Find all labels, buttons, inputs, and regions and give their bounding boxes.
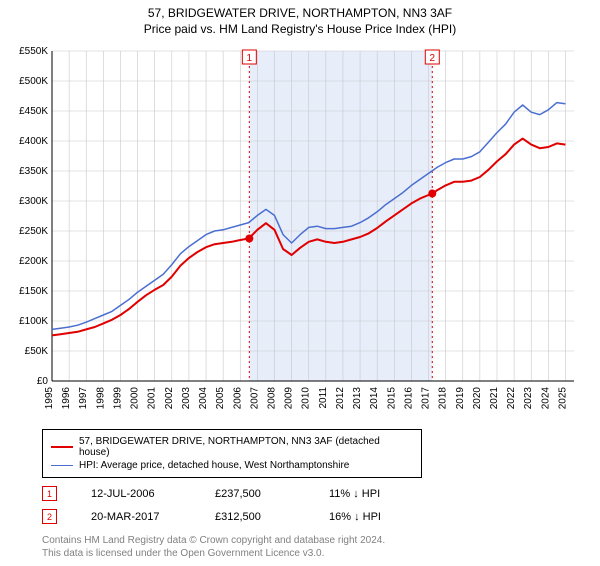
- ref-marker-label: 2: [430, 53, 436, 64]
- x-tick-label: 2019: [455, 387, 466, 410]
- x-tick-label: 2025: [557, 387, 568, 410]
- x-tick-label: 2001: [147, 387, 158, 410]
- x-tick-label: 2004: [198, 387, 209, 410]
- x-tick-label: 2007: [249, 387, 260, 410]
- shaded-band: [249, 51, 432, 381]
- x-tick-label: 2010: [301, 387, 312, 410]
- legend-swatch: [51, 446, 73, 448]
- sale-date: 20-MAR-2017: [91, 511, 181, 523]
- x-tick-label: 2003: [181, 387, 192, 410]
- footer-line1: Contains HM Land Registry data © Crown c…: [42, 534, 600, 547]
- y-tick-label: £500K: [19, 76, 48, 87]
- sale-row: 2 20-MAR-2017 £312,500 16% ↓ HPI: [42, 509, 600, 524]
- chart-title: 57, BRIDGEWATER DRIVE, NORTHAMPTON, NN3 …: [0, 6, 600, 37]
- x-tick-label: 2008: [266, 387, 277, 410]
- y-tick-label: £200K: [19, 256, 48, 267]
- x-tick-label: 2015: [386, 387, 397, 410]
- y-tick-label: £300K: [19, 196, 48, 207]
- y-tick-label: £350K: [19, 166, 48, 177]
- sale-price: £312,500: [215, 511, 295, 523]
- sale-row: 1 12-JUL-2006 £237,500 11% ↓ HPI: [42, 486, 600, 501]
- x-tick-label: 2022: [506, 387, 517, 410]
- y-tick-label: £100K: [19, 316, 48, 327]
- legend-swatch: [51, 465, 73, 466]
- y-tick-label: £150K: [19, 286, 48, 297]
- x-tick-label: 1995: [44, 387, 55, 410]
- x-tick-label: 1996: [61, 387, 72, 410]
- footer-line2: This data is licensed under the Open Gov…: [42, 547, 600, 560]
- x-tick-label: 2000: [130, 387, 141, 410]
- x-tick-label: 2018: [438, 387, 449, 410]
- sale-marker: [245, 235, 253, 243]
- sale-marker: [428, 190, 436, 198]
- footer-attribution: Contains HM Land Registry data © Crown c…: [42, 534, 600, 560]
- x-tick-label: 1999: [112, 387, 123, 410]
- sale-delta: 11% ↓ HPI: [329, 488, 380, 500]
- title-line1: 57, BRIDGEWATER DRIVE, NORTHAMPTON, NN3 …: [0, 6, 600, 22]
- x-tick-label: 2011: [318, 387, 329, 409]
- x-tick-label: 2017: [421, 387, 432, 410]
- ref-marker-label: 1: [247, 53, 253, 64]
- x-tick-label: 2002: [164, 387, 175, 410]
- sale-delta: 16% ↓ HPI: [329, 511, 381, 523]
- x-tick-label: 2005: [215, 387, 226, 410]
- legend-item: 57, BRIDGEWATER DRIVE, NORTHAMPTON, NN3 …: [51, 436, 413, 458]
- legend-label: HPI: Average price, detached house, West…: [79, 460, 349, 471]
- x-tick-label: 2006: [232, 387, 243, 410]
- legend: 57, BRIDGEWATER DRIVE, NORTHAMPTON, NN3 …: [42, 429, 422, 478]
- x-tick-label: 2021: [489, 387, 500, 410]
- y-tick-label: £250K: [19, 226, 48, 237]
- sale-marker-box: 1: [42, 486, 57, 501]
- x-tick-label: 2014: [369, 387, 380, 410]
- y-tick-label: £0: [37, 376, 49, 387]
- y-tick-label: £400K: [19, 136, 48, 147]
- x-tick-label: 2020: [472, 387, 483, 410]
- y-tick-label: £50K: [25, 346, 49, 357]
- x-tick-label: 2016: [403, 387, 414, 410]
- sale-price: £237,500: [215, 488, 295, 500]
- x-tick-label: 2009: [284, 387, 295, 410]
- line-chart: £0 £50K £100K £150K £200K £250K £300K £350K £400…: [10, 43, 590, 423]
- x-tick-label: 1998: [95, 387, 106, 410]
- legend-label: 57, BRIDGEWATER DRIVE, NORTHAMPTON, NN3 …: [79, 436, 413, 458]
- title-line2: Price paid vs. HM Land Registry's House …: [0, 22, 600, 38]
- sales-table: 1 12-JUL-2006 £237,500 11% ↓ HPI 2 20-MAR-201…: [0, 486, 600, 524]
- x-tick-label: 2024: [540, 387, 551, 410]
- sale-marker-box: 2: [42, 509, 57, 524]
- x-tick-label: 2013: [352, 387, 363, 410]
- y-tick-label: £450K: [19, 106, 48, 117]
- chart-area: £0 £50K £100K £150K £200K £250K £300K £350K £400…: [10, 43, 590, 423]
- legend-item: HPI: Average price, detached house, West…: [51, 460, 413, 471]
- y-tick-label: £550K: [19, 46, 48, 57]
- sale-date: 12-JUL-2006: [91, 488, 181, 500]
- x-tick-label: 2012: [335, 387, 346, 410]
- x-tick-label: 1997: [78, 387, 89, 410]
- x-tick-label: 2023: [523, 387, 534, 410]
